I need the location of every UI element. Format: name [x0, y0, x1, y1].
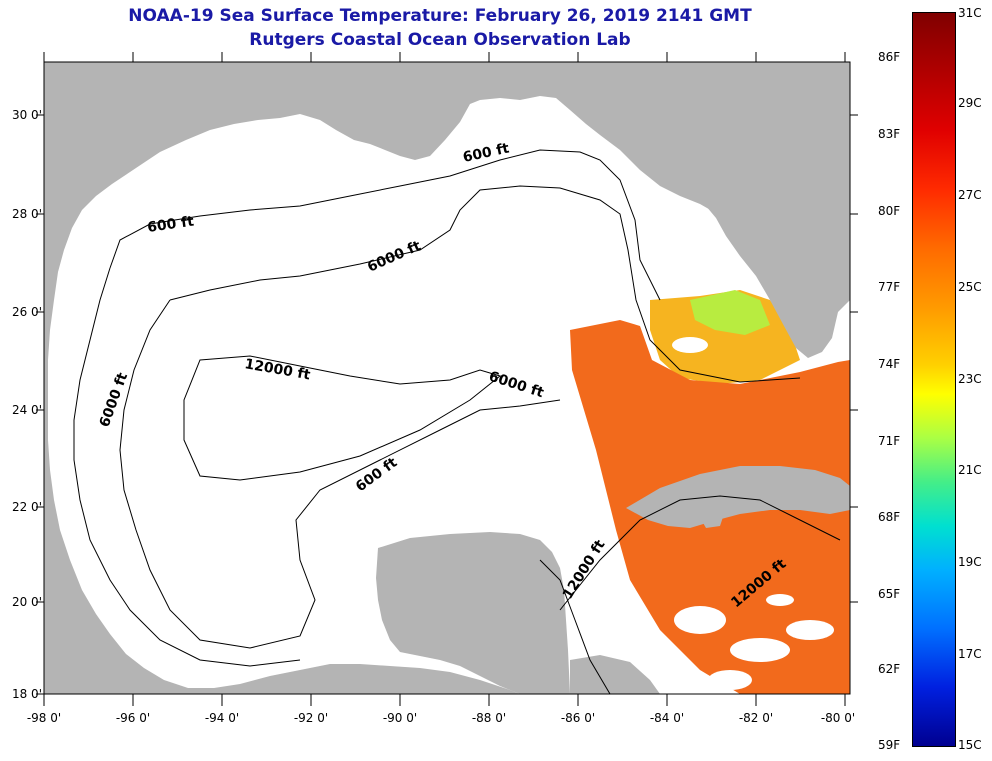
lon-label-96: -96 0' [116, 711, 150, 725]
lon-label-92: -92 0' [294, 711, 328, 725]
colorbar-f-62: 62F [878, 662, 901, 676]
lon-label-98: -98 0' [27, 711, 61, 725]
colorbar-c-21: 21C [958, 463, 982, 477]
colorbar-f-65: 65F [878, 587, 901, 601]
colorbar-c-31: 31C [958, 6, 982, 20]
colorbar-f-74: 74F [878, 357, 901, 371]
land-us-mexico [44, 62, 850, 694]
lat-label-24: 24 0' [12, 403, 42, 417]
land-yucatan [376, 532, 570, 694]
land-florida [694, 62, 850, 358]
temperature-colorbar [912, 12, 956, 747]
contour-6000ft [169, 185, 801, 383]
lat-label-26: 26 0' [12, 305, 42, 319]
lon-label-80: -80 0' [821, 711, 855, 725]
lon-label-88: -88 0' [472, 711, 506, 725]
colorbar-c-23: 23C [958, 372, 982, 386]
map-subtitle: Rutgers Coastal Ocean Observation Lab [249, 30, 631, 50]
land-isle-youth [698, 508, 724, 528]
colorbar-c-29: 29C [958, 96, 982, 110]
contour-12000ft-east [559, 495, 841, 611]
colorbar-f-83: 83F [878, 127, 901, 141]
colorbar-f-68: 68F [878, 510, 901, 524]
colorbar-f-80: 80F [878, 204, 901, 218]
contour-shelf-yucatan [539, 559, 611, 694]
lon-label-86: -86 0' [561, 711, 595, 725]
colorbar-f-71: 71F [878, 434, 901, 448]
map-frame [43, 61, 851, 695]
lon-label-90: -90 0' [383, 711, 417, 725]
lat-label-18: 18 0' [12, 687, 42, 701]
lat-label-20: 20 0' [12, 595, 42, 609]
lon-label-94: -94 0' [205, 711, 239, 725]
contour-600ft [109, 149, 661, 301]
cloud-mask [672, 337, 834, 690]
lat-label-28: 28 0' [12, 207, 42, 221]
colorbar-c-27: 27C [958, 188, 982, 202]
contour-600ft-west [73, 267, 301, 667]
lat-label-22: 22 0' [12, 500, 42, 514]
lon-label-84: -84 0' [650, 711, 684, 725]
sst-florida-cool [690, 290, 770, 335]
map-title: NOAA-19 Sea Surface Temperature: Februar… [128, 6, 752, 26]
colorbar-f-77: 77F [878, 280, 901, 294]
land-cuba [626, 466, 850, 528]
contour-6000ft-west [119, 299, 561, 649]
colorbar-c-19: 19C [958, 555, 982, 569]
colorbar-c-17: 17C [958, 647, 982, 661]
bathymetry-contours [73, 149, 841, 694]
contour-label-600ft-west: 600 ft [146, 214, 195, 236]
colorbar-f-86: 86F [878, 50, 901, 64]
colorbar-f-59: 59F [878, 738, 901, 752]
lon-label-82: -82 0' [739, 711, 773, 725]
lat-label-30: 30 0' [12, 108, 42, 122]
colorbar-c-15: 15C [958, 738, 982, 752]
axis-ticks [36, 52, 858, 706]
colorbar-c-25: 25C [958, 280, 982, 294]
contour-12000ft [183, 355, 502, 481]
